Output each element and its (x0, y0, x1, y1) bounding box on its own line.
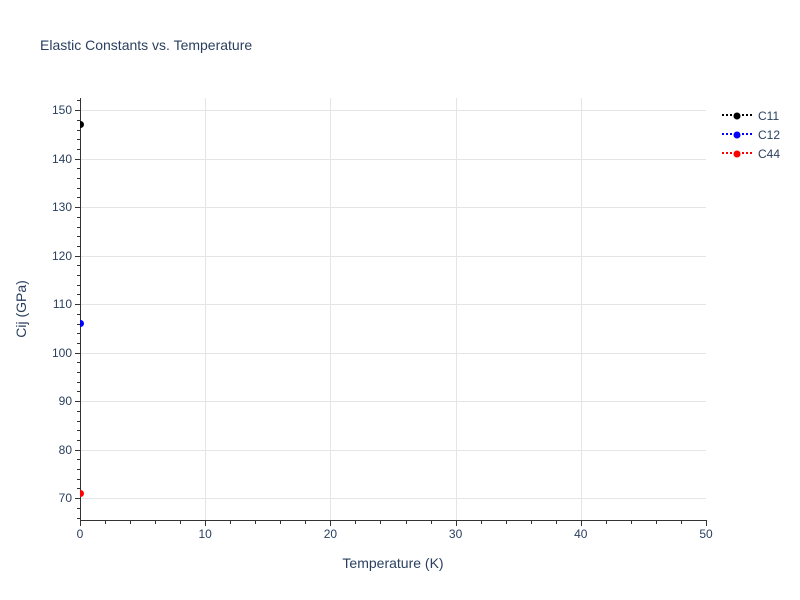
legend-sample (722, 130, 752, 139)
x-axis-minor-tick (430, 521, 432, 524)
legend-label: C12 (758, 127, 781, 142)
x-axis-line (80, 520, 707, 521)
legend-sample (722, 149, 752, 158)
x-axis-minor-tick (605, 521, 607, 524)
x-axis-minor-tick (505, 521, 507, 524)
x-axis-tick-label: 0 (76, 527, 84, 541)
y-axis-line (80, 98, 81, 521)
x-axis-minor-tick (280, 521, 282, 524)
x-axis-minor-tick (230, 521, 232, 524)
plot-area[interactable] (80, 98, 706, 520)
x-axis-major-tick (580, 521, 582, 526)
data-point-c11[interactable] (80, 121, 84, 129)
x-axis-tick-label: 20 (323, 527, 338, 541)
x-axis-minor-tick (380, 521, 382, 524)
x-axis-major-tick (205, 521, 207, 526)
legend-item-c12[interactable]: C12 (722, 125, 780, 144)
legend-marker-dot (733, 150, 741, 157)
x-axis-minor-tick (680, 521, 682, 524)
data-point-c12[interactable] (80, 320, 84, 328)
x-axis-major-tick (330, 521, 332, 526)
x-axis-minor-tick (555, 521, 557, 524)
data-point-c44[interactable] (80, 489, 84, 497)
x-axis-minor-tick (130, 521, 132, 524)
y-axis-tick-label: 100 (51, 345, 72, 360)
y-axis-tick-label: 130 (51, 200, 72, 215)
legend-item-c44[interactable]: C44 (722, 144, 780, 163)
legend: C11 C12 C44 (722, 106, 780, 163)
legend-marker-dot (733, 112, 741, 119)
y-axis-tick-label: 140 (51, 151, 72, 166)
y-axis-tick-label: 90 (58, 394, 72, 409)
legend-item-c11[interactable]: C11 (722, 106, 780, 125)
x-axis-tick-label: 50 (699, 527, 713, 541)
x-axis-minor-tick (355, 521, 357, 524)
x-axis-major-tick (455, 521, 457, 526)
legend-marker-dot (733, 131, 741, 138)
x-axis-minor-tick (305, 521, 307, 524)
y-axis-tick-label: 150 (51, 103, 72, 118)
x-axis-minor-tick (405, 521, 407, 524)
x-axis-minor-tick (180, 521, 182, 524)
x-axis-minor-tick (480, 521, 482, 524)
x-axis-minor-tick (630, 521, 632, 524)
y-axis-tick-label: 80 (58, 442, 72, 457)
legend-label: C11 (758, 108, 780, 123)
x-axis-major-tick (80, 521, 81, 526)
x-axis-minor-tick (530, 521, 532, 524)
x-axis-tick-label: 40 (574, 527, 588, 541)
x-axis-tick-label: 30 (448, 527, 463, 541)
x-axis-title: Temperature (K) (342, 555, 444, 571)
x-axis-minor-tick (105, 521, 107, 524)
x-axis-major-tick (706, 521, 707, 526)
y-axis-tick-label: 70 (58, 491, 72, 506)
y-axis-title: Cij (GPa) (13, 280, 29, 338)
legend-label: C44 (758, 146, 781, 161)
x-axis-minor-tick (655, 521, 657, 524)
legend-sample (722, 111, 752, 120)
y-axis-tick-label: 110 (52, 297, 72, 312)
y-axis-tick-label: 120 (51, 248, 72, 263)
x-axis-minor-tick (255, 521, 257, 524)
x-axis-minor-tick (155, 521, 157, 524)
x-axis-tick-label: 10 (198, 527, 212, 541)
chart-title: Elastic Constants vs. Temperature (40, 37, 253, 53)
